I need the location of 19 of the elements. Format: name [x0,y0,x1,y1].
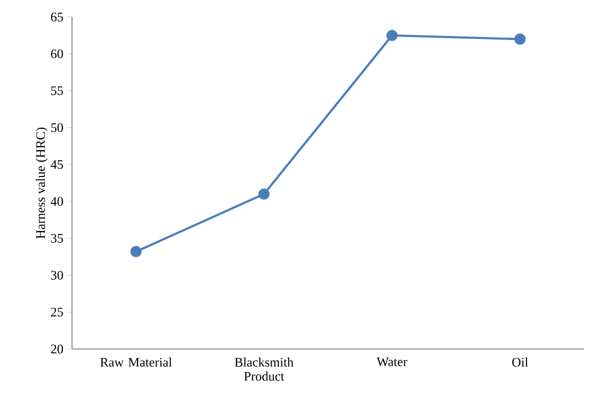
point [514,34,526,45]
y-tick-label: 55 [51,86,63,96]
point [130,246,142,258]
x-tick-label: Oil [512,358,528,367]
y-tick-label: 60 [51,50,63,58]
x-tick-label: Blacksmith Product [234,358,294,381]
x-tick-label: Raw Material [100,358,172,367]
y-tick-label: 50 [51,123,63,132]
point [386,30,398,42]
y-axis-title: Harness value (HRC) [36,128,48,239]
y-tick-label: 45 [50,160,63,169]
point [258,188,270,200]
y-tick-label: 30 [51,270,63,280]
y-tick-label: 20 [51,344,63,354]
y-tick-label: 40 [50,197,63,206]
y-tick-label: 25 [51,308,63,316]
y-tick-label: 35 [51,234,63,243]
x-tick-label: Water [376,358,408,366]
y-tick-label: 65 [51,12,63,22]
